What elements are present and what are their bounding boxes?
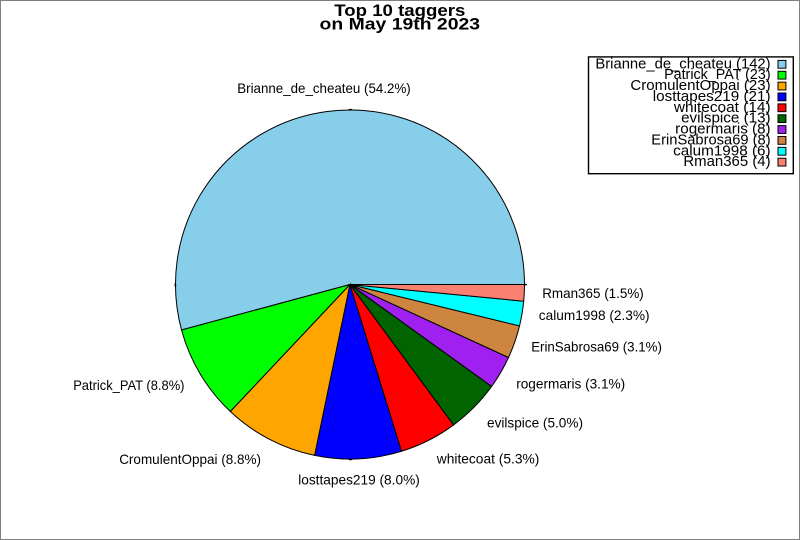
svg-text:Patrick_PAT (8.8%): Patrick_PAT (8.8%) bbox=[73, 377, 184, 393]
svg-text:losttapes219 (8.0%): losttapes219 (8.0%) bbox=[298, 471, 420, 487]
svg-text:Brianne_de_cheateu (54.2%): Brianne_de_cheateu (54.2%) bbox=[237, 80, 411, 96]
svg-text:rogermaris (3.1%): rogermaris (3.1%) bbox=[516, 376, 625, 392]
svg-text:Rman365 (1.5%): Rman365 (1.5%) bbox=[542, 285, 644, 301]
svg-text:rogermaris (8): rogermaris (8) bbox=[675, 122, 770, 138]
svg-text:evilspice (13): evilspice (13) bbox=[681, 111, 771, 127]
svg-text:Top 10 taggers: Top 10 taggers bbox=[334, 2, 465, 20]
svg-text:calum1998 (6): calum1998 (6) bbox=[673, 143, 770, 159]
svg-text:Brianne_de_cheateu (142): Brianne_de_cheateu (142) bbox=[595, 56, 770, 72]
svg-text:ErinSabrosa69 (3.1%): ErinSabrosa69 (3.1%) bbox=[531, 339, 662, 355]
svg-text:Patrick_PAT (23): Patrick_PAT (23) bbox=[664, 67, 771, 83]
svg-text:CromulentOppai (23): CromulentOppai (23) bbox=[630, 78, 770, 94]
svg-text:Rman365 (4): Rman365 (4) bbox=[683, 154, 770, 170]
svg-text:ErinSabrosa69 (8): ErinSabrosa69 (8) bbox=[651, 132, 770, 148]
svg-text:on May 19th 2023: on May 19th 2023 bbox=[320, 16, 481, 34]
svg-text:losttapes219 (21): losttapes219 (21) bbox=[653, 89, 771, 105]
svg-text:calum1998 (2.3%): calum1998 (2.3%) bbox=[539, 307, 650, 323]
svg-text:whitecoat (5.3%): whitecoat (5.3%) bbox=[436, 451, 539, 467]
svg-text:CromulentOppai (8.8%): CromulentOppai (8.8%) bbox=[119, 451, 261, 467]
svg-text:whitecoat (14): whitecoat (14) bbox=[673, 100, 771, 116]
svg-text:evilspice (5.0%): evilspice (5.0%) bbox=[487, 415, 583, 431]
